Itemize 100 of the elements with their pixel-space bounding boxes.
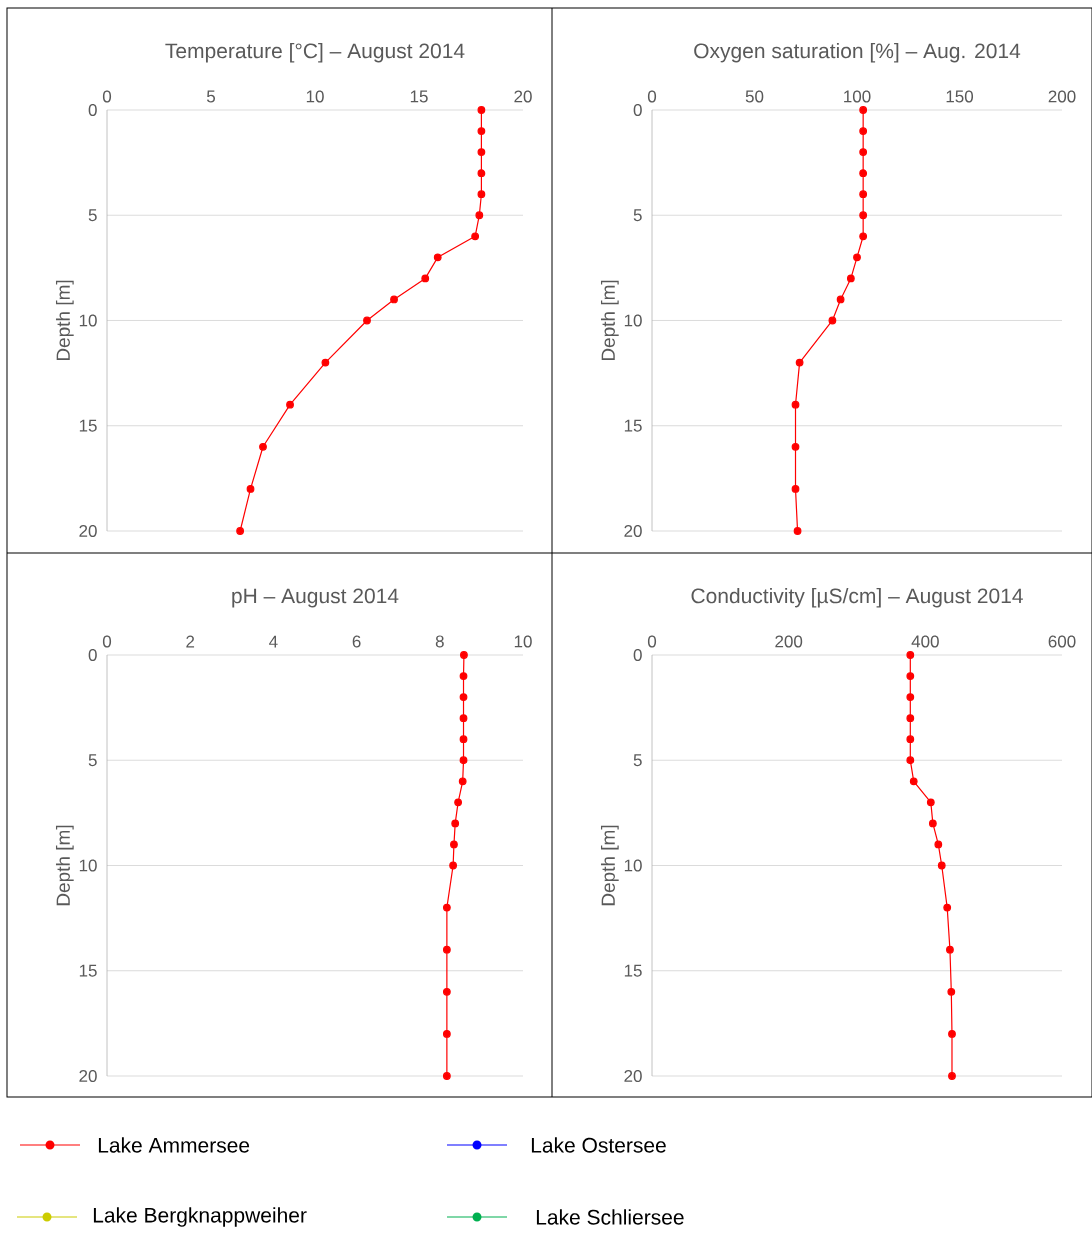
chart-title: Temperature [°C] – August 2014: [165, 42, 465, 63]
point: [458, 777, 467, 786]
point: [236, 527, 245, 535]
point: [459, 672, 468, 680]
point: [321, 358, 330, 367]
x-tick-label: 400: [911, 635, 939, 648]
x-tick-label: 150: [946, 90, 974, 103]
point: [460, 651, 468, 659]
legend-label: Lake Schliersee: [536, 1209, 684, 1225]
point: [421, 274, 430, 283]
y-tick-label: 20: [624, 1069, 642, 1083]
point: [433, 253, 442, 262]
point: [906, 714, 915, 723]
point: [442, 903, 451, 912]
y-tick-label: 10: [624, 314, 642, 327]
point: [948, 1030, 956, 1038]
y-tick-label: 15: [624, 964, 642, 977]
point: [791, 484, 800, 493]
point: [859, 127, 868, 135]
point: [906, 672, 915, 680]
x-tick-label: 15: [410, 90, 428, 103]
y-tick-label: 15: [79, 964, 97, 977]
point: [477, 148, 486, 156]
y-tick-label: 0: [633, 648, 642, 662]
x-tick-label: 6: [352, 635, 361, 648]
point: [859, 106, 868, 114]
point: [454, 798, 463, 807]
point: [928, 819, 937, 828]
x-tick-label: 200: [775, 635, 803, 648]
point: [477, 169, 486, 178]
x-tick-label: 0: [647, 90, 657, 103]
point: [450, 840, 458, 849]
x-tick-label: 0: [647, 635, 657, 648]
y-tick-label: 10: [624, 859, 642, 872]
y-axis-title: Depth [m]: [55, 280, 74, 361]
y-tick-label: 20: [624, 524, 642, 538]
point: [828, 316, 837, 325]
point: [459, 714, 468, 723]
y-axis-title: Depth [m]: [600, 825, 619, 906]
legend-label: Lake Ostersee: [531, 1137, 666, 1153]
point: [859, 190, 868, 199]
point: [442, 945, 451, 954]
point: [795, 358, 804, 367]
point: [859, 169, 868, 178]
y-tick-label: 15: [79, 419, 97, 432]
legend-label: Lake Bergknappweiher: [93, 1207, 307, 1227]
y-axis-title: Depth [m]: [600, 280, 619, 361]
y-tick-label: 5: [88, 754, 97, 767]
point: [442, 987, 451, 996]
point: [451, 819, 460, 828]
chart-title: pH – August 2014: [232, 588, 399, 608]
point: [926, 798, 935, 807]
point: [459, 735, 468, 744]
y-tick-label: 15: [624, 419, 642, 432]
y-tick-label: 0: [88, 103, 97, 117]
point: [477, 190, 486, 199]
point: [906, 756, 915, 765]
point: [442, 1030, 451, 1038]
x-tick-label: 20: [514, 90, 532, 103]
y-tick-label: 10: [79, 859, 97, 872]
point: [909, 777, 918, 786]
point: [846, 274, 855, 283]
point: [943, 903, 952, 912]
point: [946, 945, 954, 954]
point: [791, 400, 800, 409]
point: [286, 400, 294, 409]
point: [906, 651, 915, 659]
point: [859, 148, 868, 156]
point: [477, 106, 486, 114]
point: [947, 987, 956, 996]
point: [475, 211, 484, 220]
x-tick-label: 4: [269, 635, 278, 648]
point: [390, 295, 398, 304]
y-tick-label: 5: [633, 754, 642, 767]
x-tick-label: 8: [435, 635, 444, 648]
chart-title: Oxygen saturation [%] – Aug. 2014: [694, 42, 1021, 63]
point: [449, 861, 458, 870]
point: [859, 211, 868, 220]
x-tick-label: 2: [186, 635, 195, 648]
point: [791, 442, 800, 451]
y-axis-title: Depth [m]: [55, 825, 74, 906]
y-tick-label: 5: [633, 209, 642, 222]
x-tick-label: 10: [306, 90, 324, 103]
y-tick-label: 20: [79, 524, 97, 538]
point: [853, 253, 861, 262]
point: [471, 232, 480, 241]
y-tick-label: 5: [88, 209, 97, 222]
point: [459, 693, 468, 701]
y-tick-label: 20: [79, 1069, 97, 1083]
x-tick-label: 50: [745, 90, 764, 103]
point: [906, 735, 915, 744]
point: [793, 527, 802, 535]
point: [363, 316, 371, 325]
y-tick-label: 0: [88, 648, 97, 662]
point: [259, 442, 267, 451]
point: [246, 484, 255, 493]
point: [934, 840, 943, 849]
point: [859, 232, 868, 241]
x-tick-label: 100: [844, 90, 871, 103]
chart-title: Conductivity [µS/cm] – August 2014: [691, 587, 1023, 608]
